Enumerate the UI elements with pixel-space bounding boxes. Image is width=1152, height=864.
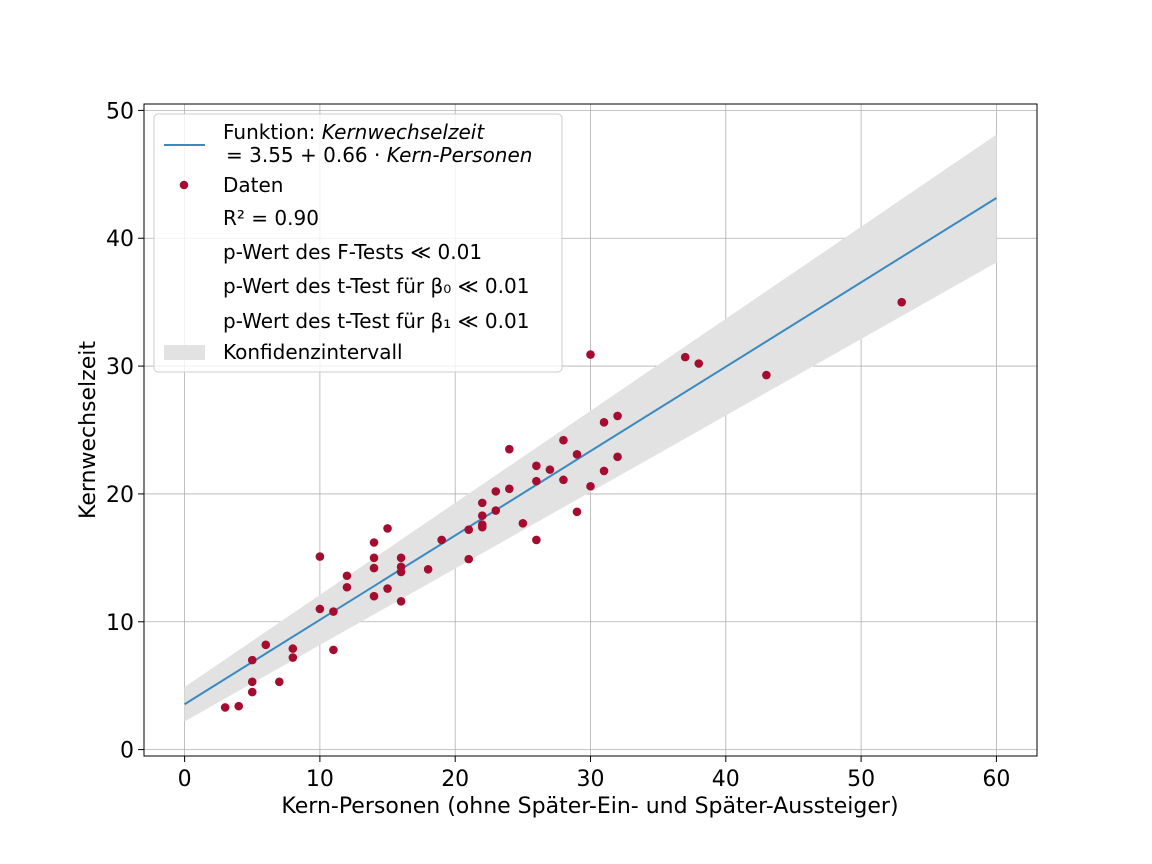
x-tick-label: 50 [847, 767, 875, 792]
data-point [477, 511, 487, 520]
data-point [315, 604, 325, 614]
data-point [532, 461, 541, 471]
data-point [491, 487, 501, 496]
data-point [613, 411, 622, 421]
data-point [532, 535, 541, 545]
data-point [247, 677, 257, 687]
legend-f-test: p-Wert des F-Tests ≪ 0.01 [223, 240, 482, 264]
data-point [369, 591, 379, 601]
data-point [464, 525, 474, 535]
y-axis-label: Kernwechselzeit [76, 341, 101, 519]
data-point [897, 297, 906, 307]
data-point [247, 687, 257, 697]
data-point [491, 506, 501, 515]
legend-band-swatch [164, 345, 205, 360]
data-point [288, 653, 298, 662]
legend-fit-prefix: Funktion: [223, 120, 322, 144]
data-point [762, 370, 771, 380]
data-point [464, 554, 474, 564]
legend-fit-eq: = 3.55 + 0.66 · [226, 143, 387, 167]
y-tick-label: 40 [106, 227, 134, 252]
legend-band-label: Konfidenzintervall [223, 340, 403, 364]
data-point [518, 519, 528, 528]
legend-data-label: Daten [223, 173, 283, 197]
x-tick-label: 10 [306, 767, 334, 792]
data-point [586, 350, 595, 359]
y-tick-label: 0 [120, 739, 134, 764]
x-tick-label: 0 [178, 767, 192, 792]
x-tick-label: 20 [441, 767, 469, 792]
data-point [423, 565, 433, 574]
data-point [275, 677, 284, 687]
y-tick-label: 20 [106, 483, 134, 508]
legend-fit-equation: = 3.55 + 0.66 · Kern-Personen [226, 143, 532, 167]
y-tick-label: 10 [106, 611, 134, 636]
data-point [505, 484, 514, 494]
data-point [383, 584, 392, 593]
legend-data-marker [179, 180, 189, 190]
x-axis-label: Kern-Personen (ohne Später-Ein- und Spät… [281, 794, 898, 819]
data-point [586, 481, 595, 491]
y-axis-ticks: 0 10 20 30 40 50 [106, 99, 144, 764]
data-points [220, 297, 906, 712]
legend-frame [153, 113, 563, 373]
y-tick-label: 30 [106, 355, 134, 380]
legend-t-test-b0: p-Wert des t-Test für β₀ ≪ 0.01 [223, 274, 529, 298]
data-point [369, 563, 379, 573]
legend-t-test-b1: p-Wert des t-Test für β₁ ≪ 0.01 [223, 309, 529, 333]
data-point [329, 607, 338, 616]
regression-line [184, 197, 997, 706]
data-point [599, 418, 609, 427]
legend-fit-rhs-var: Kern-Personen [387, 143, 533, 167]
legend-fit-label: Funktion: Kernwechselzeit [223, 120, 485, 144]
y-tick-label: 50 [106, 99, 134, 124]
data-point [288, 644, 298, 653]
data-point [396, 553, 406, 563]
data-point [369, 538, 379, 547]
data-point [315, 552, 325, 561]
legend: Funktion: Kernwechselzeit = 3.55 + 0.66 … [153, 113, 563, 373]
data-point [220, 703, 230, 712]
data-point [477, 498, 487, 508]
legend-r2: R² = 0.90 [223, 206, 319, 230]
data-point [477, 522, 487, 532]
data-point [680, 352, 690, 362]
data-point [599, 466, 609, 476]
data-point [342, 582, 352, 592]
data-point [694, 359, 704, 368]
data-point [261, 640, 271, 650]
data-point [396, 597, 406, 606]
data-point [329, 645, 338, 655]
data-point [572, 507, 582, 517]
data-point [437, 535, 446, 545]
data-point [369, 553, 379, 563]
data-point [396, 567, 406, 577]
x-tick-label: 40 [712, 767, 740, 792]
data-point [532, 476, 541, 486]
data-point [234, 701, 244, 711]
regression-line-group [184, 197, 997, 706]
confidence-band [184, 134, 997, 722]
x-tick-label: 60 [982, 767, 1010, 792]
data-point [545, 465, 555, 474]
confidence-band-area [184, 134, 997, 722]
data-point [383, 524, 392, 533]
data-point [572, 449, 582, 459]
data-point [559, 435, 568, 445]
data-point [505, 444, 514, 454]
data-point [559, 475, 568, 485]
legend-fit-var: Kernwechselzeit [322, 120, 486, 144]
data-point [342, 571, 352, 581]
x-axis-ticks: 0 10 20 30 40 50 60 [178, 756, 1010, 792]
data-point [247, 655, 257, 665]
x-tick-label: 30 [577, 767, 605, 792]
data-point [613, 452, 622, 462]
